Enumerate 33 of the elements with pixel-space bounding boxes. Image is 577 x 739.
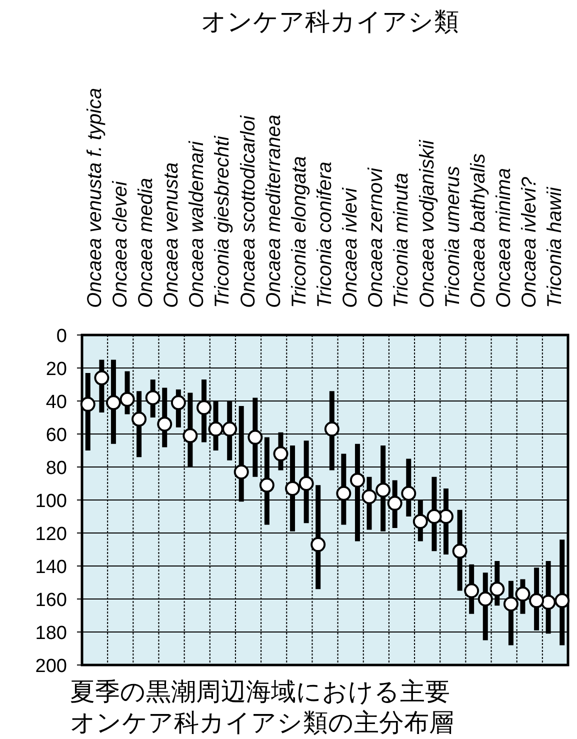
x-tick-label: Oncaea scottodicarloi [237,115,260,308]
x-tick-label: Oncaea clevei [109,180,132,308]
y-tick-label: 120 [35,524,67,545]
y-tick-label: 40 [46,392,67,413]
chart-title: オンケア科カイアシ類 [201,8,459,36]
y-tick-label: 60 [46,425,67,446]
text: オンケア科カイアシ類の主分布層 [70,709,454,737]
x-tick-label: Oncaea bathyalis [467,153,490,308]
x-tick-label: Triconia minuta [390,172,413,308]
y-tick-label: 180 [35,623,67,644]
x-tick-label: Oncaea waldemari [186,140,208,308]
y-tick-label: 100 [35,491,67,512]
x-tick-label: Oncaea minima [493,168,516,308]
text: 夏季の黒潮周辺海域における主要 [70,678,450,706]
x-tick-label: Oncaea media [134,178,157,308]
x-tick-label: Oncaea ivlevi? [518,176,541,308]
y-tick-label: 200 [35,656,67,677]
x-tick-label: Oncaea venusta [160,162,183,308]
x-tick-label: Oncaea venusta f. typica [84,88,106,308]
x-tick-label: Triconia conifera [314,162,336,308]
x-tick-label: Oncaea mediterranea [262,114,285,308]
x-tick-label: Oncaea ivlevi [340,187,362,308]
x-tick-label: Triconia giesbrechti [212,136,234,308]
y-tick-label: 0 [56,326,67,347]
y-tick-label: 20 [46,359,67,380]
y-tick-label: 80 [46,458,67,479]
y-tick-label: 160 [35,590,67,611]
x-tick-label: Oncaea zernovi [365,167,388,308]
x-tick-label: Triconia elongata [288,156,310,308]
x-tick-label: Triconia hawii [544,186,566,308]
x-tick-label: Triconia umerus [442,166,464,308]
x-tick-label: Oncaea vodjaniskii [416,140,438,308]
y-tick-label: 140 [35,557,67,578]
